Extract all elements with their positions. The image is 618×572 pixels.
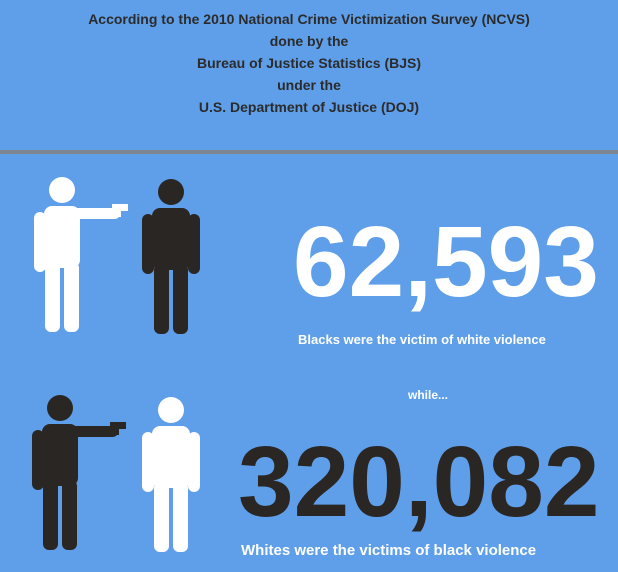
stat2-caption: Whites were the victims of black violenc… [241,542,537,559]
connector-text: while... [408,388,449,402]
stat1-caption: Blacks were the victim of white violence [298,332,546,347]
header-line: According to the 2010 National Crime Vic… [88,11,530,27]
white-figure-with-gun-icon [34,177,128,332]
source-header: According to the 2010 National Crime Vic… [0,0,618,148]
white-figure-icon [142,397,200,552]
divider [0,150,618,154]
black-figure-icon [142,179,200,334]
stat1-number: 62,593 [293,206,599,318]
black-figure-with-gun-icon [32,395,126,550]
header-line: under the [277,77,341,93]
header-line: U.S. Department of Justice (DOJ) [198,99,420,115]
stat2-number: 320,082 [238,426,600,538]
header-line: done by the [269,33,349,49]
header-line: Bureau of Justice Statistics (BJS) [196,55,422,71]
